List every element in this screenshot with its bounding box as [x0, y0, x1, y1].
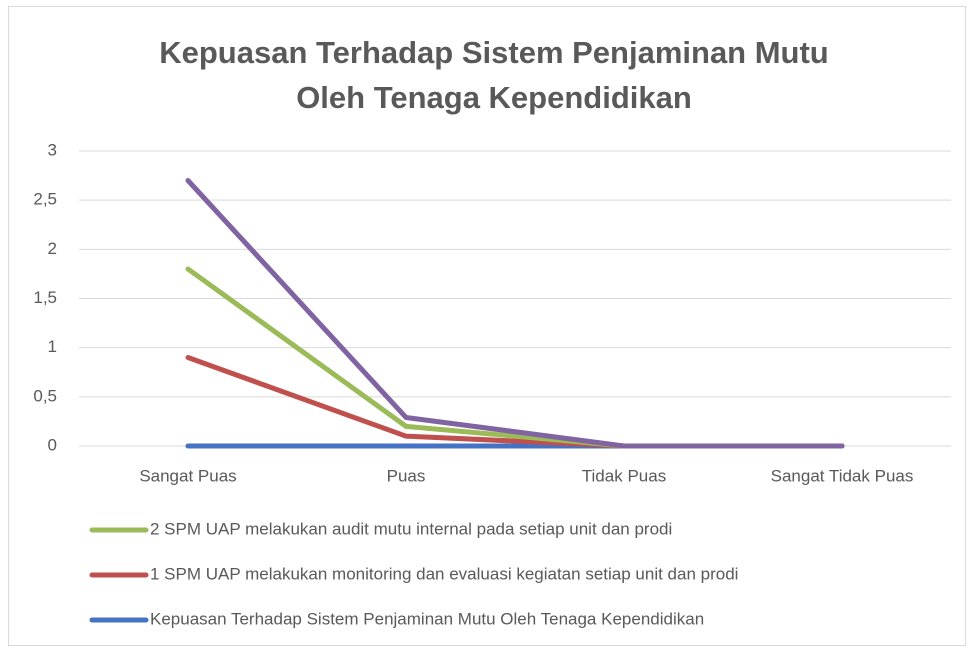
x-tick-label: Tidak Puas [582, 466, 666, 485]
legend-label: 1 SPM UAP melakukan monitoring dan evalu… [150, 564, 738, 583]
y-tick-label: 1,5 [33, 288, 57, 307]
y-tick-label: 2 [48, 239, 57, 258]
x-tick-label: Puas [387, 466, 426, 485]
legend-label: 2 SPM UAP melakukan audit mutu internal … [150, 519, 672, 538]
x-tick-label: Sangat Tidak Puas [771, 466, 914, 485]
chart-frame [8, 6, 966, 646]
series-line [185, 266, 845, 449]
y-tick-label: 0 [48, 435, 57, 454]
y-tick-label: 1 [48, 337, 57, 356]
chart-title: Kepuasan Terhadap Sistem Penjaminan Mutu… [159, 35, 829, 115]
y-tick-label: 3 [48, 140, 57, 159]
x-tick-label: Sangat Puas [139, 466, 236, 485]
y-tick-label: 2,5 [33, 190, 57, 209]
legend-label: Kepuasan Terhadap Sistem Penjaminan Mutu… [150, 609, 704, 628]
y-tick-label: 0,5 [33, 386, 57, 405]
series-line [185, 178, 845, 449]
